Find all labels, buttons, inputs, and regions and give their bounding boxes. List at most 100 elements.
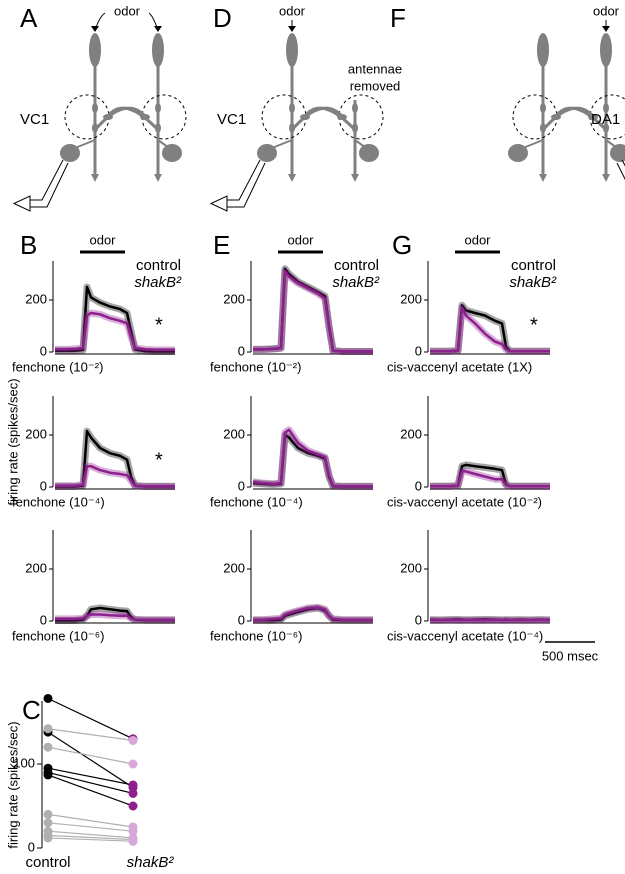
odor-label: odor xyxy=(593,3,620,18)
y-tick-label: 0 xyxy=(415,612,422,627)
pair-line xyxy=(47,822,134,832)
arrowhead xyxy=(288,174,296,182)
arrowhead xyxy=(154,174,162,182)
point xyxy=(43,818,53,828)
antenna-neuron xyxy=(152,33,164,67)
neurite xyxy=(605,139,621,151)
scale-bar-label: 500 msec xyxy=(542,648,599,663)
terminal xyxy=(588,114,598,120)
y-tick-label: 200 xyxy=(223,426,245,441)
y-tick-label: 100 xyxy=(13,755,35,770)
cell-body xyxy=(162,144,182,162)
y-tick-label: 200 xyxy=(25,291,47,306)
arrowhead xyxy=(351,174,359,182)
y-tick-label: 0 xyxy=(40,478,47,493)
y-tick-label: 0 xyxy=(28,839,35,854)
terminal xyxy=(300,114,310,120)
annotation: * xyxy=(155,449,163,471)
neurite xyxy=(517,139,544,151)
panel-label: F xyxy=(390,3,406,33)
lateral xyxy=(106,106,160,132)
x-label: fenchone (10⁻²) xyxy=(210,359,301,374)
pair-line xyxy=(47,697,134,740)
pair-line xyxy=(47,767,134,786)
neurite xyxy=(266,139,293,151)
x-tick-label: shakB² xyxy=(127,854,175,871)
point xyxy=(128,826,138,836)
terminal xyxy=(103,114,113,120)
point xyxy=(43,724,53,734)
pair-line xyxy=(47,813,134,828)
y-label: firing rate (spikes/sec) xyxy=(5,721,20,848)
antenna-neuron xyxy=(600,33,612,67)
lateral xyxy=(303,106,357,132)
y-tick-label: 200 xyxy=(400,426,422,441)
antenna-neuron xyxy=(537,33,549,67)
note: antennae xyxy=(348,61,402,76)
legend-entry: shakB² xyxy=(134,274,182,291)
arrowhead xyxy=(288,26,296,32)
arrowhead xyxy=(154,26,162,32)
pair-line xyxy=(47,834,134,841)
lateral xyxy=(554,106,608,132)
y-tick-label: 200 xyxy=(25,426,47,441)
legend-entry: control xyxy=(334,257,379,274)
y-tick-label: 200 xyxy=(25,560,47,575)
odor-label: odor xyxy=(114,3,141,18)
glomerulus xyxy=(261,94,307,140)
point xyxy=(128,759,138,769)
terminal xyxy=(140,114,150,120)
y-tick-label: 0 xyxy=(40,343,47,358)
cell-body xyxy=(359,144,379,162)
arrowhead xyxy=(539,174,547,182)
trace xyxy=(55,285,175,353)
antenna-neuron xyxy=(286,33,298,67)
odor-label: odor xyxy=(464,232,491,247)
odor-label: odor xyxy=(287,232,314,247)
electrode xyxy=(616,159,625,181)
trace xyxy=(55,613,175,621)
point xyxy=(128,801,138,811)
y-tick-label: 0 xyxy=(238,478,245,493)
glomerulus xyxy=(64,94,110,140)
x-label: cis-vaccenyl acetate (1X) xyxy=(387,359,532,374)
y-tick-label: 200 xyxy=(400,291,422,306)
electrode-tip xyxy=(12,195,31,212)
glomerulus-label: DA1 xyxy=(591,111,620,128)
legend-entry: shakB² xyxy=(332,274,380,291)
electrode xyxy=(30,159,69,208)
x-label: cis-vaccenyl acetate (10⁻⁴) xyxy=(387,628,543,643)
trace xyxy=(253,606,373,621)
pair-line xyxy=(47,731,134,789)
annotation: * xyxy=(155,314,163,336)
trace xyxy=(55,464,175,488)
arrowhead xyxy=(91,26,99,32)
terminal xyxy=(551,114,561,120)
glomerulus-label: VC1 xyxy=(217,111,246,128)
odor-label: odor xyxy=(279,3,306,18)
terminal xyxy=(603,103,609,113)
trace xyxy=(430,306,550,353)
point xyxy=(128,788,138,798)
pair-line xyxy=(47,837,134,842)
cell-body xyxy=(610,144,625,162)
x-label: fenchone (10⁻⁶) xyxy=(210,628,302,643)
y-tick-label: 200 xyxy=(223,291,245,306)
point xyxy=(128,836,138,846)
y-tick-label: 0 xyxy=(40,612,47,627)
trace xyxy=(253,270,373,353)
terminal xyxy=(337,114,347,120)
annotation: * xyxy=(530,314,538,336)
terminal xyxy=(540,103,546,113)
panel-label: G xyxy=(392,230,412,260)
arrowhead xyxy=(602,26,610,32)
point xyxy=(128,780,138,790)
glomerulus xyxy=(512,94,558,140)
terminal xyxy=(92,103,98,113)
point xyxy=(43,693,53,703)
panel-label: D xyxy=(213,3,232,33)
y-label: firing rate (spikes/sec) xyxy=(5,378,20,505)
trace xyxy=(252,428,373,488)
sem-band xyxy=(252,431,373,490)
